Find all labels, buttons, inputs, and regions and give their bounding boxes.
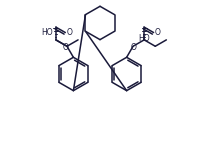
Text: HO: HO [41,28,53,37]
Text: O: O [63,43,69,52]
Text: O: O [131,43,137,52]
Text: O: O [67,28,73,37]
Text: O: O [155,28,161,37]
Text: HO: HO [138,34,150,43]
